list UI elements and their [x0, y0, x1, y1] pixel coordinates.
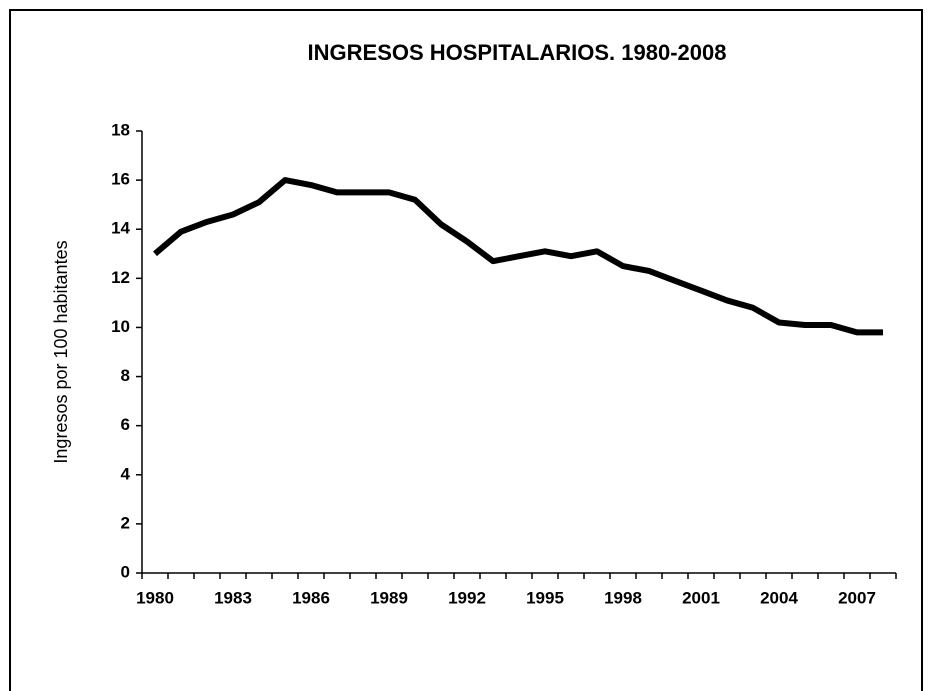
- y-tick-label: 4: [121, 464, 131, 483]
- y-tick-label: 18: [111, 120, 130, 139]
- x-tick-label: 1983: [214, 588, 252, 607]
- y-tick-label: 2: [121, 513, 130, 532]
- y-tick-label: 10: [111, 317, 130, 336]
- chart-title: INGRESOS HOSPITALARIOS. 1980-2008: [308, 40, 727, 65]
- x-tick-label: 1986: [292, 588, 330, 607]
- x-tick-label: 2007: [838, 588, 876, 607]
- x-tick-label: 2004: [760, 588, 798, 607]
- y-tick-label: 6: [121, 415, 130, 434]
- y-tick-label: 14: [111, 219, 130, 238]
- y-tick-label: 0: [121, 562, 130, 581]
- x-tick-label: 1989: [370, 588, 408, 607]
- y-tick-label: 8: [121, 366, 130, 385]
- y-tick-label: 16: [111, 170, 130, 189]
- y-axis-label: Ingresos por 100 habitantes: [51, 240, 71, 463]
- x-tick-label: 2001: [682, 588, 720, 607]
- x-tick-label: 1998: [604, 588, 642, 607]
- x-tick-label: 1992: [448, 588, 486, 607]
- y-tick-label: 12: [111, 268, 130, 287]
- chart-border: [9, 9, 923, 691]
- x-tick-label: 1980: [136, 588, 174, 607]
- data-line: [153, 177, 883, 336]
- x-tick-label: 1995: [526, 588, 564, 607]
